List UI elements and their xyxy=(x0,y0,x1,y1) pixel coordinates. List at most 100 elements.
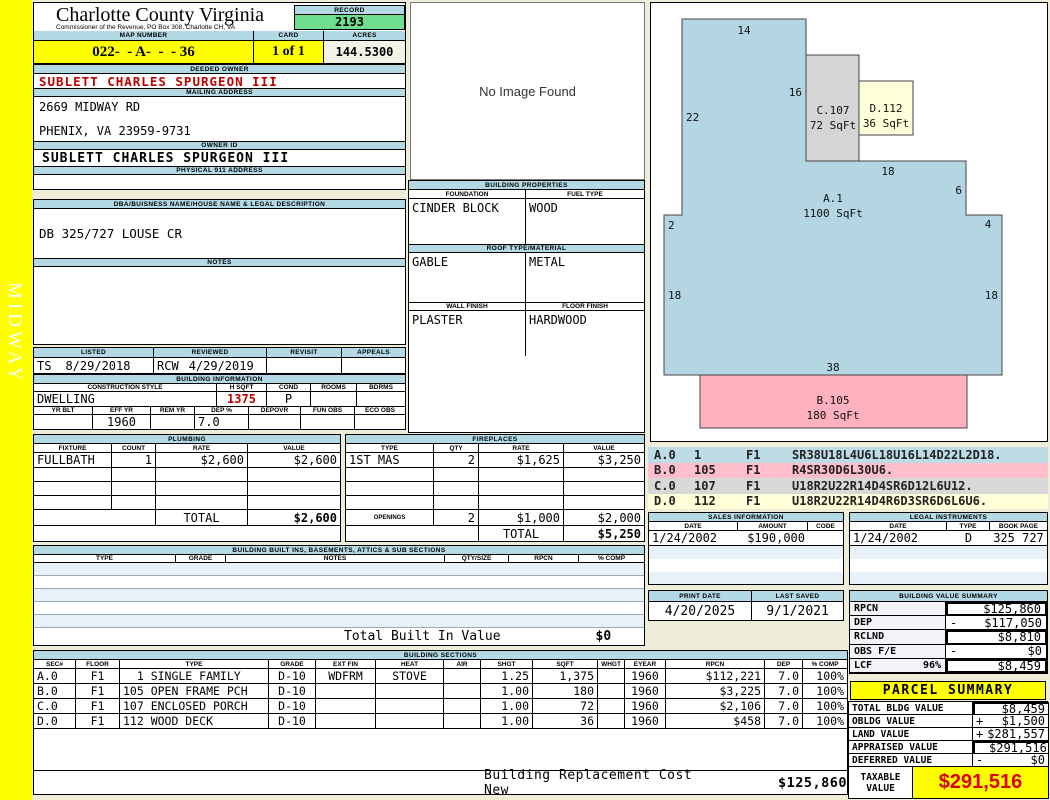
vs-row-value: $8,459 xyxy=(946,658,1047,673)
style-value: DWELLING xyxy=(34,392,217,407)
cell: $458 xyxy=(666,714,765,729)
cell: C.0 xyxy=(34,699,76,714)
reviewed-label: REVIEWED xyxy=(154,348,267,358)
sections-header: HEAT xyxy=(376,660,444,669)
dim-label: 4 xyxy=(985,218,992,231)
sections-header: AIR xyxy=(444,660,481,669)
notes-label: NOTES xyxy=(34,258,405,267)
fireplaces-total-label: TOTAL xyxy=(479,526,564,541)
address-line-2: PHENIX, VA 23959-9731 xyxy=(39,124,191,138)
owner-id-value: SUBLETT CHARLES SPURGEON III xyxy=(42,150,290,166)
built-ins-total-value: $0 xyxy=(595,629,612,644)
hsqft-label: H SQFT xyxy=(217,384,267,392)
bdrms-label: BDRMS xyxy=(357,384,405,392)
card-value: 1 of 1 xyxy=(254,41,324,63)
floor-finish-value: HARDWOOD xyxy=(526,311,644,356)
cell: 72 xyxy=(533,699,598,714)
last-saved-label: LAST SAVED xyxy=(752,591,843,602)
section-d-sqft: 36 SqFt xyxy=(863,117,909,130)
legal-header: BOOK PAGE xyxy=(990,522,1047,531)
replacement-cost-label: Building Replacement Cost New xyxy=(484,767,693,798)
appeals-value xyxy=(342,358,405,373)
building-properties-panel: BUILDING PROPERTIES FOUNDATION FUEL TYPE… xyxy=(408,180,645,433)
legal-row: 1/24/2002 D 325 727 xyxy=(850,531,1047,546)
openings-qty: 2 xyxy=(434,510,479,526)
cell: 100% xyxy=(803,669,847,684)
ecoobs-label: ECO OBS xyxy=(355,407,405,415)
dim-label: 2 xyxy=(668,219,675,232)
effyr-label: EFF YR xyxy=(93,407,151,415)
listed-date: 8/29/2018 xyxy=(65,358,131,373)
parcel-summary-panel: PARCEL SUMMARY TOTAL BLDG VALUE $8,459 O… xyxy=(848,680,1049,799)
plumbing-total-row: TOTAL $2,600 xyxy=(34,510,340,526)
cell: $190,000 xyxy=(738,531,808,546)
cell: FULLBATH xyxy=(34,453,112,468)
cell: C.0 xyxy=(654,478,676,493)
mailing-address-label: MAILING ADDRESS xyxy=(34,88,405,97)
funobs-label: FUN OBS xyxy=(301,407,355,415)
vector-row-c: C.0 107 F1 U18R2U22R14D4SR6D12L6U12. xyxy=(648,478,1048,494)
owner-id-label: OWNER ID xyxy=(34,141,405,150)
built-ins-header: RPCN xyxy=(509,555,579,563)
dim-label: 6 xyxy=(955,184,962,197)
vs-row-label: LCF 96% xyxy=(850,658,946,673)
hsqft-value: 1375 xyxy=(217,392,267,407)
cell xyxy=(598,699,625,714)
fireplaces-empty-row xyxy=(346,482,644,496)
foundation-value: CINDER BLOCK xyxy=(409,199,526,244)
no-image-text: No Image Found xyxy=(479,83,576,99)
section-a-sqft: 1100 SqFt xyxy=(803,207,863,220)
sales-header: DATE xyxy=(649,522,738,531)
cell: $2,600 xyxy=(156,453,248,468)
vs-row-value: - $0 xyxy=(946,644,1047,659)
cell xyxy=(598,669,625,684)
section-b-id: B.105 xyxy=(816,394,849,407)
listed-value: TS 8/29/2018 xyxy=(34,358,154,373)
sections-header: DEP xyxy=(765,660,803,669)
bdrms-value xyxy=(357,392,405,407)
cell xyxy=(376,714,444,729)
vs-row-label: OBS F/E xyxy=(850,644,946,659)
floor-finish-label: FLOOR FINISH xyxy=(526,302,644,311)
built-ins-empty-row xyxy=(34,602,644,615)
built-ins-empty-row xyxy=(34,576,644,589)
section-row: B.0 F1 105 OPEN FRAME PCH D-10 1.00 180 1960 $3… xyxy=(34,684,847,699)
cell: 1ST MAS xyxy=(346,453,434,468)
print-date-value: 4/20/2025 xyxy=(649,602,752,620)
parcel-row-value: + $281,557 xyxy=(973,727,1049,741)
cell: 1 xyxy=(112,453,156,468)
photo-panel: No Image Found xyxy=(410,2,645,180)
legal-empty-row xyxy=(850,546,1047,559)
reviewed-date: 4/29/2019 xyxy=(188,358,254,373)
sections-header: SEC# xyxy=(34,660,76,669)
built-ins-empty-row xyxy=(34,589,644,602)
dba-label: DBA/BUISNESS NAME/HOUSE NAME & LEGAL DES… xyxy=(34,200,405,209)
section-c-id: C.107 xyxy=(816,104,849,117)
section-d-id: D.112 xyxy=(869,102,902,115)
cell: $1,625 xyxy=(479,453,564,468)
built-ins-footer: Total Built In Value $0 xyxy=(34,628,644,645)
sections-header: % COMP xyxy=(803,660,847,669)
sales-empty-row xyxy=(649,559,843,572)
building-properties-title: BUILDING PROPERTIES xyxy=(409,181,644,190)
section-a-id: A.1 xyxy=(823,192,843,205)
cell: U18R2U22R14D4SR6D12L6U12. xyxy=(792,478,973,493)
map-header-row: MAP NUMBER CARD ACRES xyxy=(34,31,405,41)
cell: 2 xyxy=(434,453,479,468)
cell: U18R2U22R14D4R6D3SR6D6L6U6. xyxy=(792,494,988,509)
fireplaces-header: RATE xyxy=(479,444,564,453)
cell: F1 xyxy=(76,684,120,699)
cell xyxy=(316,699,376,714)
parcel-row-label: DEFERRED VALUE xyxy=(849,754,973,767)
building-info-title: BUILDING INFORMATION xyxy=(34,375,405,384)
legal-header: DATE xyxy=(850,522,947,531)
cell: 107 ENCLOSED PORCH xyxy=(120,699,269,714)
print-date-label: PRINT DATE xyxy=(649,591,752,602)
vector-row-a: A.0 1 F1 SR38U18L4U6L18U16L14D22L2D18. xyxy=(648,447,1048,463)
parcel-row-label: APPRAISED VALUE xyxy=(849,741,973,754)
section-c-sqft: 72 SqFt xyxy=(810,119,856,132)
vs-row-label: RPCN xyxy=(850,602,946,617)
cell: D-10 xyxy=(269,669,316,684)
plumbing-panel: PLUMBING FIXTURE COUNT RATE VALUE FULLBA… xyxy=(33,434,341,542)
roof-material-value: METAL xyxy=(526,253,644,302)
